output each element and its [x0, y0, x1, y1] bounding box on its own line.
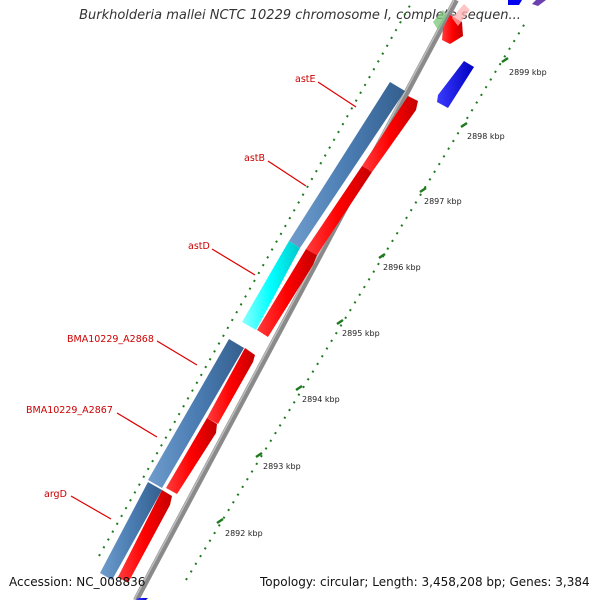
- leader-line-astD: [211, 248, 256, 276]
- top-edge-features: [433, 0, 546, 30]
- gene-label-argD[interactable]: argD: [44, 489, 67, 500]
- scale-tick-label: 2896 kbp: [383, 263, 421, 272]
- map-title: Burkholderia mallei NCTC 10229 chromosom…: [79, 8, 521, 23]
- gene-red-2[interactable]: [306, 166, 372, 255]
- scale-tick-label: 2894 kbp: [302, 395, 340, 404]
- gene-BMA10229-A2868-bar[interactable]: [148, 339, 244, 488]
- backbone-line: [133, 0, 459, 600]
- reverse-strand-genes: [100, 82, 405, 580]
- gene-label-astB[interactable]: astB: [244, 153, 265, 164]
- gene-blue-top-corner[interactable]: [508, 0, 522, 5]
- scale-tick-major: [501, 56, 509, 64]
- scale-tick-major: [378, 252, 386, 260]
- gene-labels: astE astB astD BMA10229_A2868 BMA10229_A…: [26, 74, 316, 500]
- scale-tick-label: 2893 kbp: [263, 462, 301, 471]
- leader-line-argD: [70, 495, 112, 520]
- gene-purple-top-corner[interactable]: [532, 0, 546, 6]
- scale-tick-label: 2898 kbp: [467, 132, 505, 141]
- forward-strand-genes: [118, 15, 474, 600]
- gene-label-BMA10229-A2868[interactable]: BMA10229_A2868: [67, 334, 154, 345]
- scale-tick-major: [460, 121, 468, 129]
- scale-tick-labels: 2899 kbp 2898 kbp 2897 kbp 2896 kbp 2895…: [225, 68, 547, 538]
- gene-astB-bar[interactable]: [362, 96, 418, 172]
- scale-tick-label: 2899 kbp: [509, 68, 547, 77]
- gene-label-astE[interactable]: astE: [295, 74, 316, 85]
- left-guide-line: [98, 0, 414, 557]
- leader-line-BMA10229-A2867: [116, 412, 158, 438]
- scale-tick-major: [216, 517, 224, 525]
- left-dotted-guide: [98, 0, 414, 557]
- right-dotted-guide: [185, 19, 528, 581]
- leader-line-BMA10229-A2868: [156, 340, 198, 366]
- right-guide-line: [185, 19, 528, 581]
- scale-tick-label: 2892 kbp: [225, 529, 263, 538]
- gene-blue-top-right[interactable]: [437, 61, 474, 108]
- gene-astE-bar[interactable]: [289, 82, 405, 248]
- scale-tick-label: 2897 kbp: [424, 197, 462, 206]
- scale-ticks: [216, 56, 509, 525]
- gene-label-astD[interactable]: astD: [188, 241, 210, 252]
- accession-text: Accession: NC_008836: [9, 575, 146, 589]
- backbone-track: [133, 0, 459, 600]
- genome-summary-text: Topology: circular; Length: 3,458,208 bp…: [260, 575, 590, 589]
- gene-red-5[interactable]: [166, 418, 217, 494]
- gene-BMA10229-A2867-bar[interactable]: [100, 482, 162, 580]
- scale-tick-major: [419, 186, 427, 194]
- scale-tick-major: [295, 384, 303, 392]
- leader-line-astB: [267, 160, 307, 187]
- gene-astD-bar[interactable]: [242, 241, 300, 330]
- scale-tick-major: [255, 451, 263, 459]
- gene-pink-top[interactable]: [452, 4, 470, 26]
- gene-label-BMA10229-A2867[interactable]: BMA10229_A2867: [26, 405, 113, 416]
- gene-green-top[interactable]: [433, 10, 447, 30]
- scale-tick-label: 2895 kbp: [342, 329, 380, 338]
- backbone-highlight: [133, 0, 455, 600]
- gene-red-6[interactable]: [118, 490, 172, 583]
- gene-red-3[interactable]: [257, 249, 317, 337]
- gene-leader-lines: [70, 81, 357, 520]
- scale-tick-major: [336, 318, 344, 326]
- gene-red-4[interactable]: [207, 348, 255, 424]
- leader-line-astE: [317, 81, 357, 108]
